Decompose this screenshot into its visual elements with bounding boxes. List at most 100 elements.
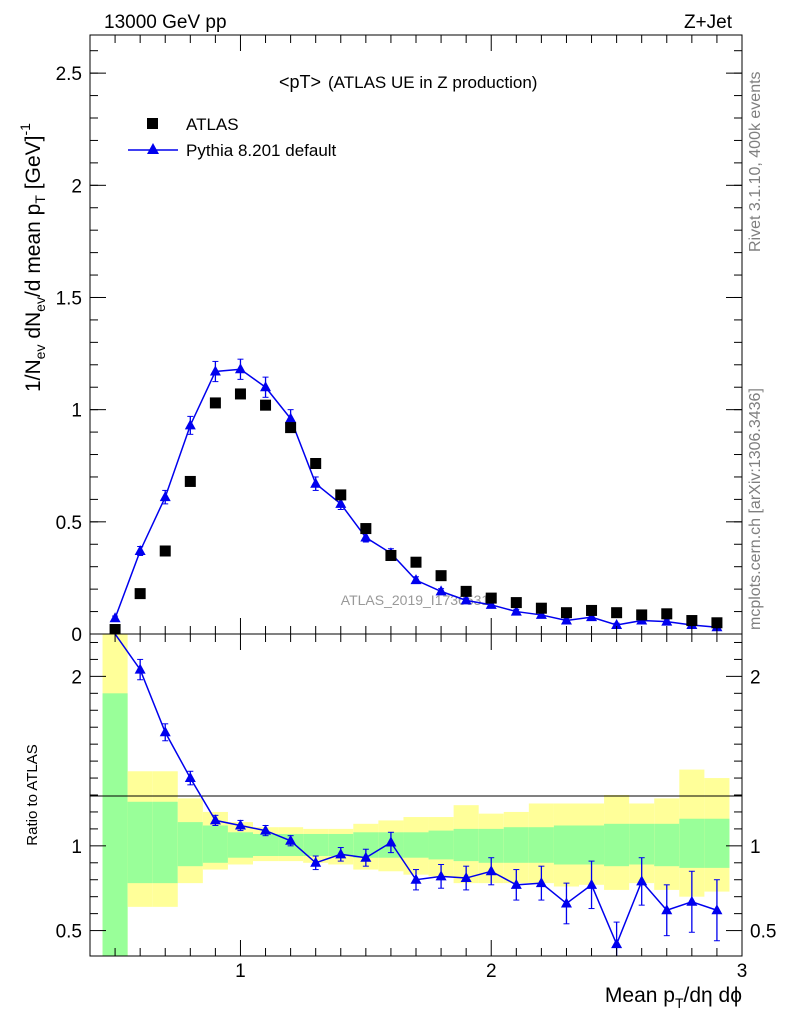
main-y-tick-label: 1 (71, 401, 82, 422)
mc-point (234, 363, 246, 374)
side-bottom: mcplots.cern.ch [arXiv:1306.3436] (747, 388, 764, 630)
mc-point (209, 365, 221, 376)
ratio-y-tick-label-right: 1 (750, 837, 761, 858)
ratio-y-tick-label: 0.5 (56, 922, 82, 943)
legend-data-label: ATLAS (186, 115, 239, 134)
atlas-point (435, 570, 447, 582)
mc-point (310, 477, 322, 488)
ratio-x-tick-label: 2 (486, 961, 497, 982)
band-inner (403, 832, 429, 858)
atlas-point (310, 457, 322, 469)
ratio-mc-point (159, 726, 171, 737)
main-title: <pT> (279, 72, 321, 92)
atlas-point (460, 585, 472, 597)
band-inner (253, 833, 279, 857)
atlas-point (184, 475, 196, 487)
ratio-x-tick-label: 3 (737, 961, 748, 982)
band-inner (704, 818, 730, 868)
ratio-mc-point (510, 878, 522, 889)
ratio-mc-point (335, 848, 347, 859)
ratio-frame (89, 633, 743, 957)
band-inner (102, 693, 128, 956)
ratio-mc-point (134, 663, 146, 674)
band-inner (303, 833, 329, 857)
band-inner (428, 830, 454, 860)
mc-point (335, 497, 347, 508)
svg-text:1/Nev dNev/d mean pT [GeV]-1: 1/Nev dNev/d mean pT [GeV]-1 (17, 123, 48, 392)
band-inner (528, 827, 554, 863)
svg-text:Mean pT/dη dϕ: Mean pT/dη dϕ (605, 984, 742, 1011)
ratio-mc-point (686, 895, 698, 906)
side-top: Rivet 3.1.10, 400k events (747, 71, 764, 252)
ratio-bands (102, 634, 730, 956)
ratio-y-ticks: 0.5 0.5 1 1 2 2 (56, 641, 776, 943)
mc-point (535, 608, 547, 619)
ratio-mc-point (435, 870, 447, 881)
main-y-tick-label: 0 (71, 625, 82, 646)
atlas-point (385, 549, 397, 561)
atlas-point (260, 399, 272, 411)
mc-point (360, 531, 372, 542)
ratio-mc-point (661, 904, 673, 915)
band-inner (152, 801, 178, 884)
main-y-tick-label: 2.5 (56, 64, 82, 85)
band-inner (453, 828, 479, 862)
atlas-point (611, 607, 623, 619)
atlas-point (410, 556, 422, 568)
mc-point (109, 612, 121, 623)
atlas-point (586, 604, 598, 616)
ratio-mc-point (260, 824, 272, 835)
mc-point (260, 381, 272, 392)
mc-point (560, 614, 572, 625)
ratio-mc-point (636, 875, 648, 886)
atlas-point (360, 523, 372, 535)
mc-point (586, 611, 598, 622)
atlas-point (686, 615, 698, 627)
x-axis-label: Mean pT/dη dϕ (605, 984, 742, 1011)
band-inner (478, 828, 504, 863)
atlas-point (636, 609, 648, 621)
band-inner (503, 827, 529, 863)
atlas-point (510, 597, 522, 609)
main-y-axis-label: 1/Nev dNev/d mean pT [GeV]-1 (17, 123, 48, 392)
mc-point (435, 585, 447, 596)
atlas-point (485, 592, 497, 604)
atlas-point (285, 422, 297, 434)
ratio-y-axis-label: Ratio to ATLAS (24, 744, 41, 845)
ratio-mc-point (586, 878, 598, 889)
main-y-ticks: 0 0.5 1 1.5 2 2.5 (56, 35, 742, 646)
ratio-mc-point (209, 814, 221, 825)
mc-point (285, 412, 297, 423)
atlas-point (711, 617, 723, 629)
mc-point (410, 574, 422, 585)
ratio-y-tick-label-right: 0.5 (750, 922, 776, 943)
ratio-mc-point (285, 834, 297, 845)
header-left: 13000 GeV pp (104, 12, 227, 33)
ratio-data-layer (114, 633, 723, 957)
ratio-x-ticks: 1 2 3 (114, 634, 748, 982)
ratio-mc-point (385, 836, 397, 847)
main-y-tick-label: 1.5 (56, 288, 82, 309)
ratio-y-tick-label: 1 (71, 837, 82, 858)
ratio-mc-point (460, 872, 472, 883)
mc-line (114, 368, 717, 629)
mc-point (184, 419, 196, 430)
mc-point (510, 605, 522, 616)
band-inner (202, 825, 228, 863)
ratio-y-tick-label-right: 2 (750, 667, 761, 688)
main-panel: ATLAS_2019_I1736531 00.511.522.5 <pT> (A… (17, 34, 743, 646)
ratio-mc-point (611, 938, 623, 949)
main-subtitle: (ATLAS UE in Z production) (328, 73, 537, 92)
legend-mc-marker (147, 143, 159, 154)
band-inner (579, 825, 605, 865)
band-inner (654, 823, 680, 867)
band-inner (127, 801, 153, 884)
main-y-tick-label: 2 (71, 176, 82, 197)
legend-mc-label: Pythia 8.201 default (186, 141, 337, 160)
mc-point (460, 594, 472, 605)
band-inner (553, 825, 579, 865)
ratio-x-tick-label: 1 (235, 961, 246, 982)
mc-point (159, 491, 171, 502)
legend: ATLAS Pythia 8.201 default (128, 115, 337, 160)
